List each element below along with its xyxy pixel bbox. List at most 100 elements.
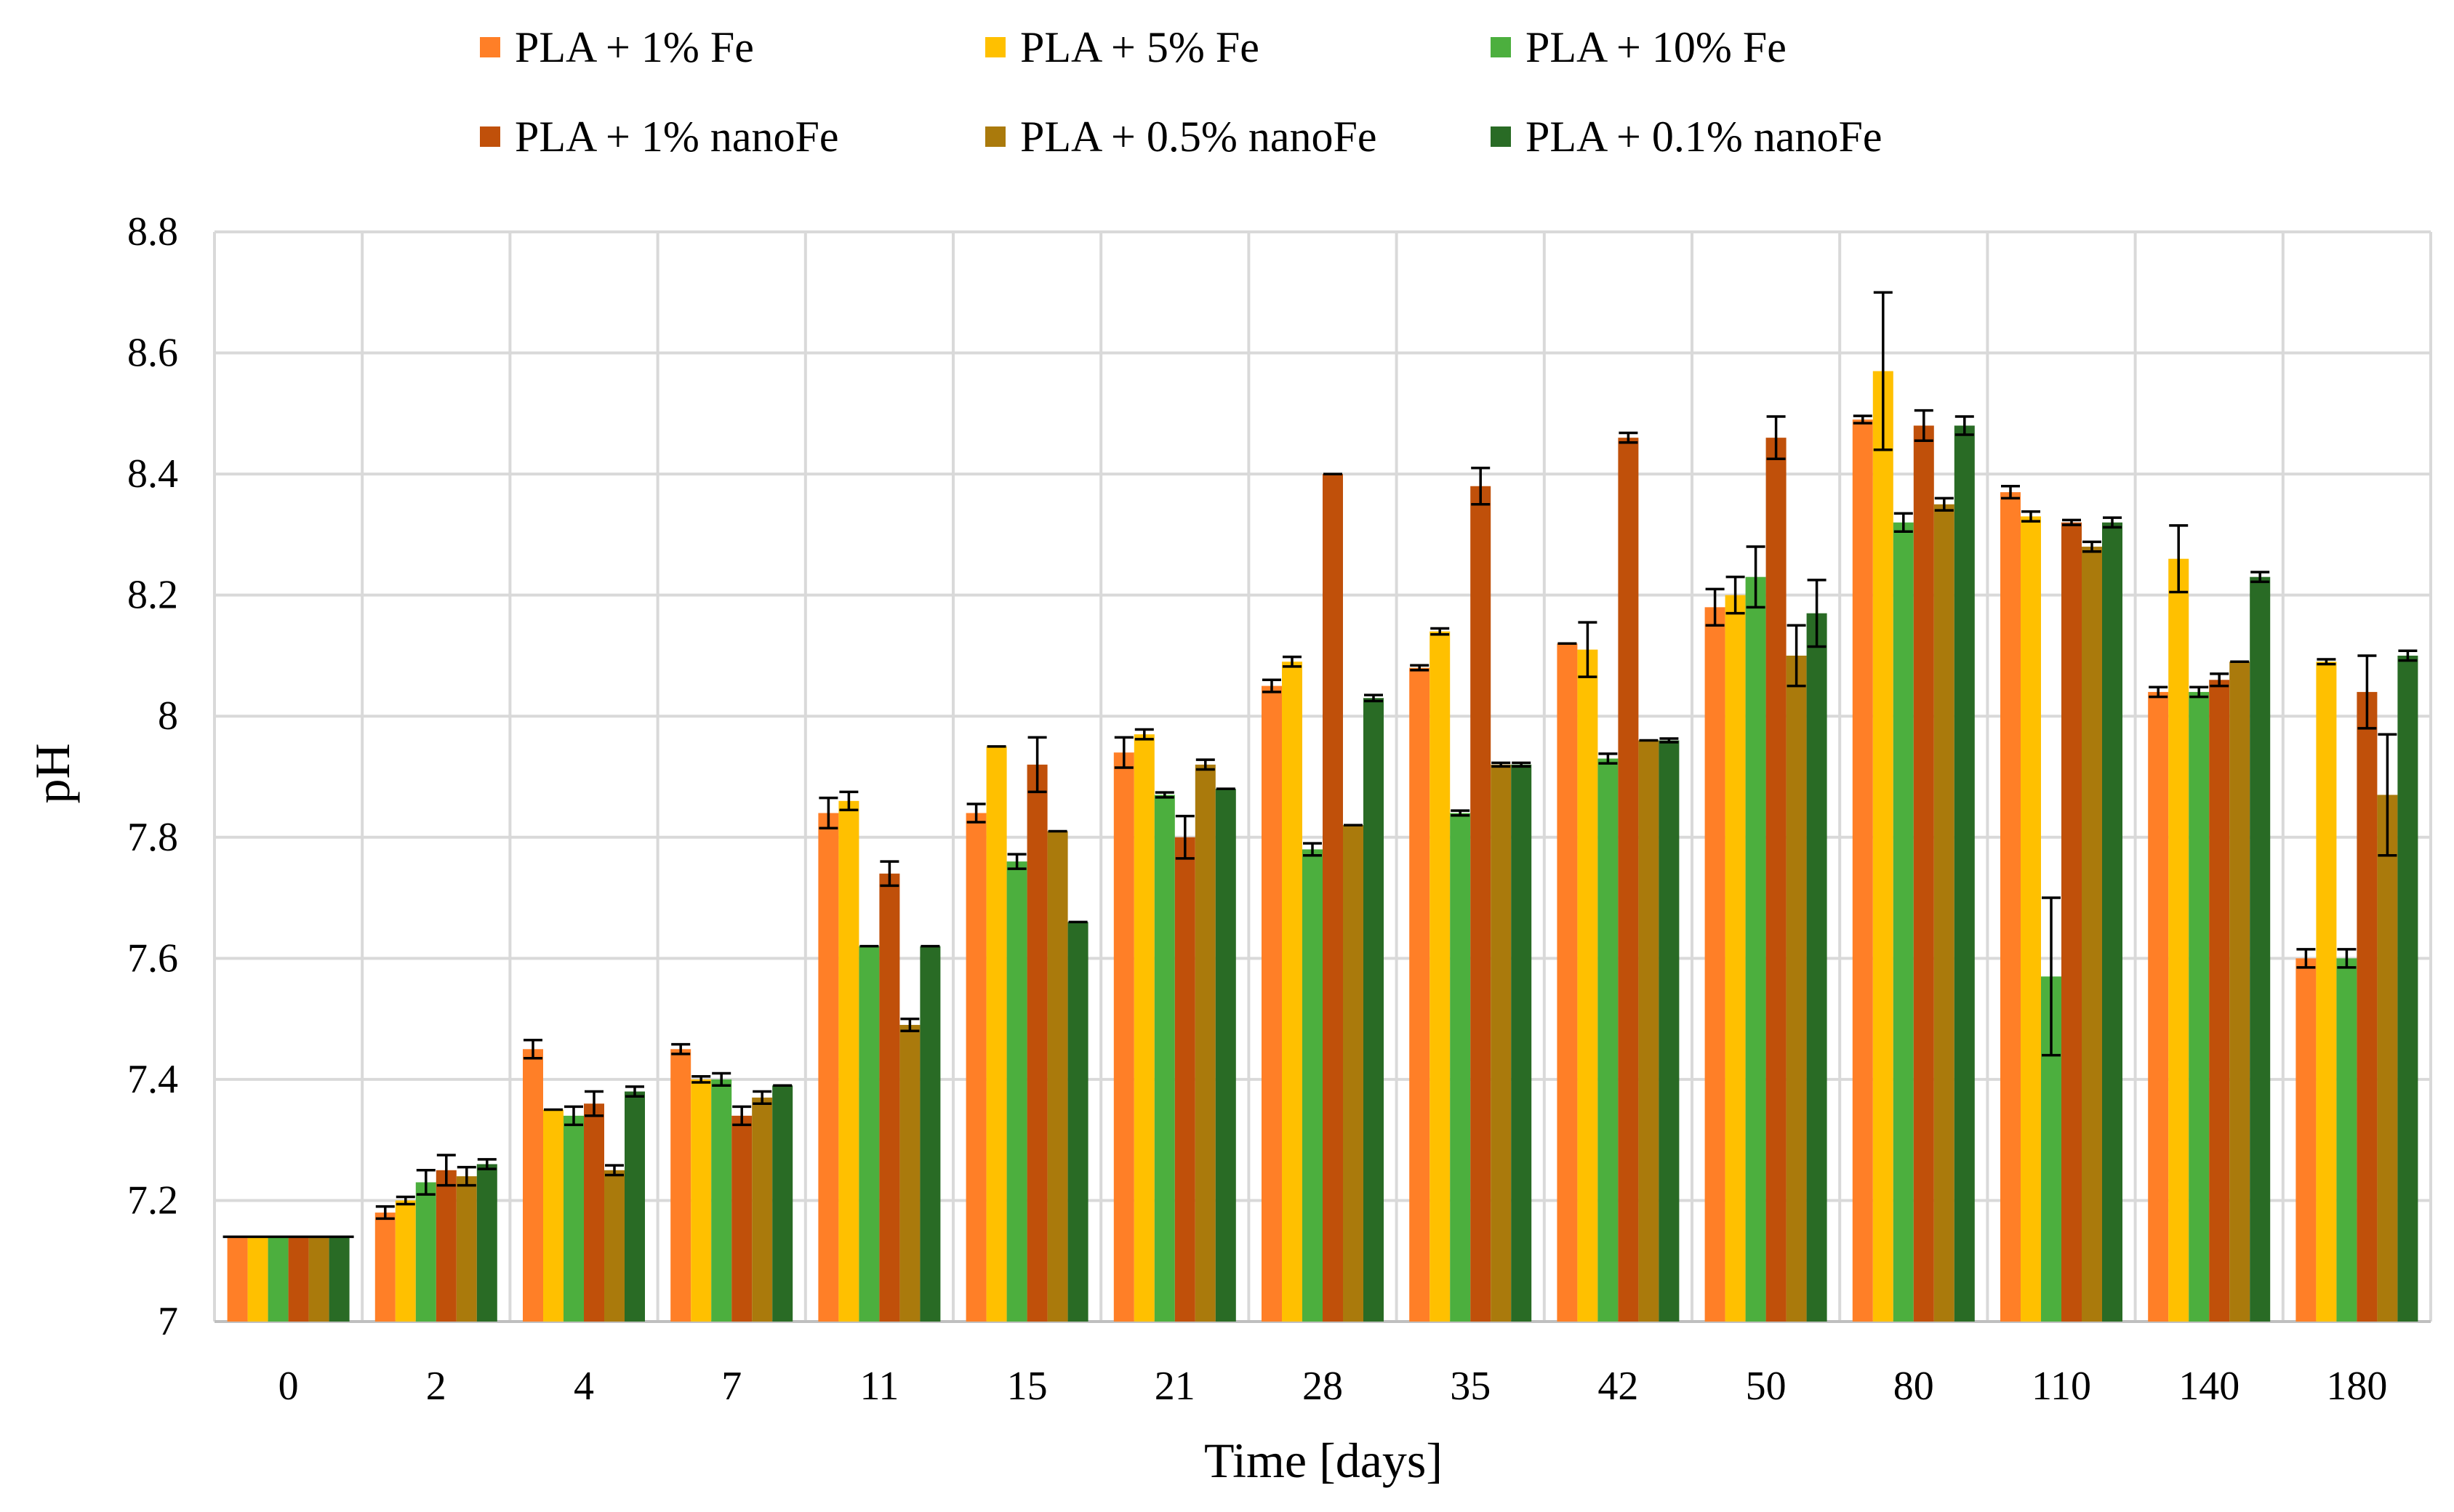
- bar: [1557, 643, 1578, 1322]
- bar: [1638, 740, 1659, 1322]
- bar: [2397, 655, 2418, 1322]
- legend-label: PLA + 0.1% nanoFe: [1525, 113, 1882, 161]
- bar: [1470, 486, 1491, 1322]
- x-tick-label: 0: [278, 1364, 299, 1409]
- y-tick-label: 7.4: [127, 1057, 178, 1102]
- bar: [2189, 691, 2210, 1322]
- bar: [456, 1176, 477, 1322]
- bar: [308, 1236, 329, 1322]
- bar: [2148, 691, 2169, 1322]
- bar: [1363, 698, 1384, 1322]
- bar: [1215, 789, 1236, 1322]
- y-tick-label: 7: [158, 1299, 178, 1344]
- bar: [1067, 922, 1088, 1322]
- bar: [772, 1085, 793, 1322]
- bar: [986, 746, 1007, 1322]
- bar: [1006, 861, 1027, 1322]
- bar: [1491, 764, 1512, 1322]
- bars: [227, 371, 2418, 1322]
- y-tick-label: 8.6: [127, 331, 178, 376]
- bar: [920, 946, 941, 1322]
- bar: [415, 1182, 436, 1322]
- bar: [1893, 522, 1914, 1322]
- legend: PLA + 1% Fe PLA + 5% Fe PLA + 10% Fe PLA + …: [480, 23, 1882, 161]
- bar: [1409, 667, 1430, 1322]
- bar: [731, 1115, 753, 1322]
- legend-swatch: [1491, 126, 1511, 147]
- bar: [2021, 516, 2041, 1322]
- bar: [1872, 371, 1893, 1322]
- bar: [1027, 764, 1048, 1322]
- bar: [2061, 522, 2082, 1322]
- bar: [1047, 831, 1068, 1322]
- x-tick-label: 42: [1597, 1364, 1638, 1409]
- x-tick-label: 180: [2326, 1364, 2387, 1409]
- bar: [899, 1024, 921, 1322]
- bar: [1786, 655, 1807, 1322]
- bar: [1745, 576, 1766, 1322]
- bar: [1765, 438, 1787, 1322]
- x-tick-label: 4: [574, 1364, 594, 1409]
- legend-swatch: [480, 126, 500, 147]
- x-tick-label: 21: [1155, 1364, 1195, 1409]
- x-tick-label: 7: [721, 1364, 742, 1409]
- bar: [1954, 425, 1975, 1322]
- bar: [1704, 607, 1725, 1322]
- x-tick-label: 110: [2032, 1364, 2091, 1409]
- bar: [1806, 613, 1827, 1322]
- bar: [1618, 438, 1639, 1322]
- y-tick-label: 7.6: [127, 936, 178, 981]
- legend-label: PLA + 0.5% nanoFe: [1020, 113, 1377, 161]
- bar: [2102, 522, 2122, 1322]
- bar: [711, 1079, 732, 1322]
- x-tick-label: 140: [2178, 1364, 2240, 1409]
- x-tick-label: 11: [859, 1364, 899, 1409]
- bar: [395, 1200, 416, 1322]
- x-axis-label: Time [days]: [1204, 1433, 1443, 1488]
- bar: [1323, 474, 1343, 1322]
- bar: [2336, 958, 2357, 1322]
- x-tick-labels: 0 2 4 7 11 15 21 28 35 42 50 80 110 140 180: [278, 1364, 2388, 1409]
- bar: [2000, 492, 2021, 1322]
- bar: [1511, 764, 1532, 1322]
- bar: [227, 1236, 248, 1322]
- bar: [1852, 419, 1873, 1322]
- legend-swatch: [985, 37, 1006, 57]
- bar: [247, 1236, 268, 1322]
- bar: [268, 1236, 289, 1322]
- bar: [838, 800, 859, 1322]
- x-tick-label: 2: [426, 1364, 446, 1409]
- y-tick-label: 8.8: [127, 209, 178, 254]
- bar: [1933, 504, 1954, 1322]
- bar: [1282, 662, 1302, 1322]
- y-tick-label: 8: [158, 693, 178, 739]
- y-axis-label: pH: [25, 743, 80, 803]
- bar: [1577, 649, 1598, 1322]
- legend-label: PLA + 10% Fe: [1525, 23, 1787, 71]
- y-tick-label: 7.8: [127, 815, 178, 860]
- bar: [1597, 758, 1619, 1322]
- legend-swatch: [985, 126, 1006, 147]
- bar: [625, 1091, 645, 1322]
- bar: [2209, 680, 2230, 1322]
- x-tick-label: 80: [1893, 1364, 1934, 1409]
- bar: [1430, 631, 1451, 1322]
- bar: [670, 1049, 691, 1322]
- bar: [1195, 764, 1216, 1322]
- x-tick-label: 28: [1302, 1364, 1343, 1409]
- bar: [2082, 547, 2102, 1322]
- bar: [523, 1049, 543, 1322]
- bar: [543, 1109, 564, 1322]
- bar: [2295, 958, 2317, 1322]
- bar: [1154, 795, 1175, 1322]
- bar: [1134, 734, 1155, 1322]
- bar: [859, 946, 880, 1322]
- bar: [879, 873, 900, 1322]
- bar: [476, 1164, 497, 1322]
- y-tick-labels: 7 7.2 7.4 7.6 7.8 8 8.2 8.4 8.6 8.8: [127, 209, 178, 1344]
- bar: [374, 1213, 396, 1322]
- bar: [2316, 662, 2337, 1322]
- bar: [1913, 425, 1934, 1322]
- bar: [1450, 813, 1471, 1322]
